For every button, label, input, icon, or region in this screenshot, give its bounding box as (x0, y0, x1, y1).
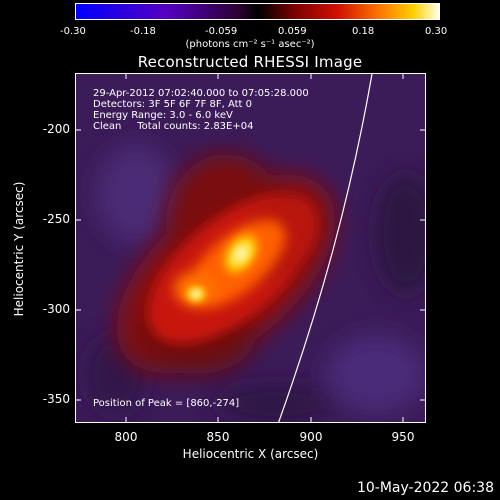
info-time-range: 29-Apr-2012 07:02:40.000 to 07:05:28.000 (93, 88, 309, 99)
reconstructed-image-canvas (76, 74, 425, 422)
y-tick-label: -200 (42, 122, 70, 136)
solar-limb-line (278, 74, 373, 422)
colorbar-units-label: (photons cm⁻² s⁻¹ asec⁻²) (185, 39, 315, 50)
colorbar-tick-label: -0.059 (205, 26, 238, 37)
colorbar-tick-label: -0.30 (60, 26, 86, 37)
colorbar-tick-label: 0.059 (278, 26, 307, 37)
y-tick-label: -250 (42, 212, 70, 226)
colorbar-tick-label: -0.18 (130, 26, 156, 37)
info-energy-range: Energy Range: 3.0 - 6.0 keV (93, 110, 233, 121)
info-clean-counts: Clean Total counts: 2.83E+04 (93, 121, 254, 132)
footer-timestamp: 10-May-2022 06:38 (356, 480, 494, 496)
y-axis-label: Heliocentric Y (arcsec) (12, 181, 26, 317)
x-tick-label: 950 (391, 430, 415, 444)
info-detectors: Detectors: 3F 5F 6F 7F 8F, Att 0 (93, 99, 253, 110)
image-title: Reconstructed RHESSI Image (137, 53, 363, 71)
x-tick-label: 850 (206, 430, 230, 444)
solar-image-plot: 29-Apr-2012 07:02:40.000 to 07:05:28.000… (75, 73, 426, 423)
x-tick-label: 800 (114, 430, 138, 444)
x-tick-label: 900 (299, 430, 323, 444)
peak-position-label: Position of Peak = [860,-274] (93, 398, 240, 409)
y-tick-label: -300 (42, 302, 70, 316)
x-axis-label: Heliocentric X (arcsec) (182, 447, 319, 461)
colorbar-tick-label: 0.30 (425, 26, 448, 37)
colorbar (75, 3, 440, 20)
y-tick-label: -350 (42, 392, 70, 406)
colorbar-tick-label: 0.18 (352, 26, 375, 37)
